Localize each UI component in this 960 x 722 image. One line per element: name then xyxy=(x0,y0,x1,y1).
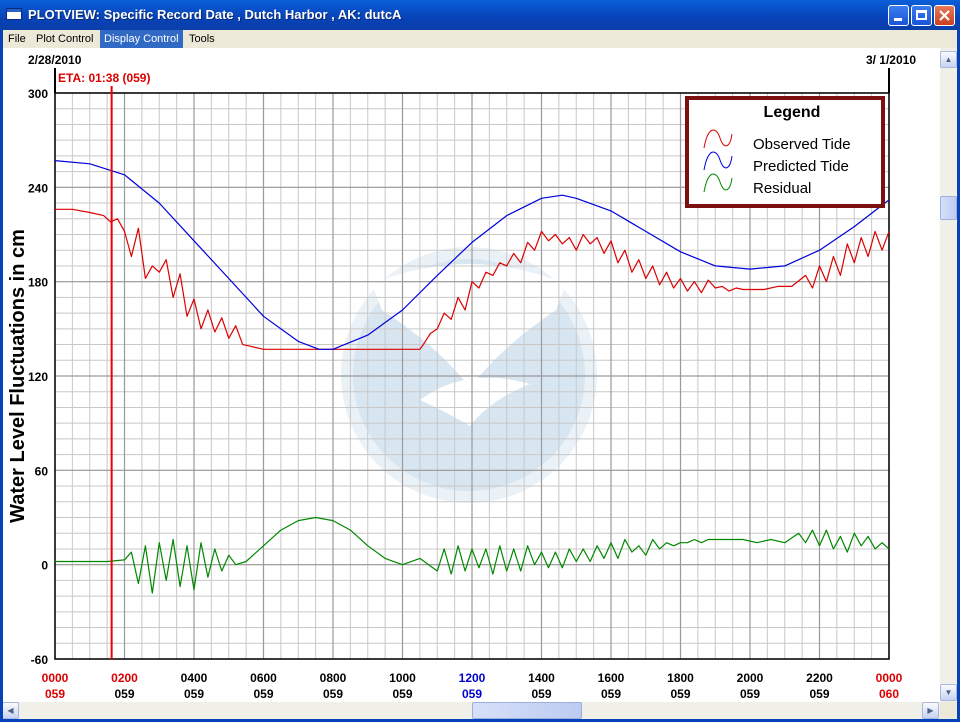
scroll-up-button[interactable]: ▲ xyxy=(940,51,957,68)
y-tick-label: 0 xyxy=(41,559,48,573)
horizontal-scrollbar[interactable]: ◀ ▶ xyxy=(0,702,940,719)
y-tick-label: -60 xyxy=(31,653,49,667)
end-date-label: 3/ 1/2010 xyxy=(866,53,916,67)
scroll-left-button[interactable]: ◀ xyxy=(2,702,19,719)
legend-title: Legend xyxy=(764,104,821,121)
x-axis-ticks: 0000 059 0200 059 0400 059 0600 059 0800 059 1000 0… xyxy=(42,671,903,701)
x-tick-day-label: 059 xyxy=(740,687,760,701)
residual-line xyxy=(55,516,890,594)
y-tick-label: 180 xyxy=(28,276,48,290)
x-tick-time-label: 2000 xyxy=(737,671,764,685)
menu-file[interactable]: File xyxy=(8,33,26,45)
menu-tools[interactable]: Tools xyxy=(189,33,215,45)
menu-plot-control[interactable]: Plot Control xyxy=(36,33,94,45)
x-tick-time-label: 2200 xyxy=(806,671,833,685)
start-date-label: 2/28/2010 xyxy=(28,53,82,67)
x-tick-time-label: 1800 xyxy=(667,671,694,685)
x-tick-time-label: 1600 xyxy=(598,671,625,685)
y-tick-label: 240 xyxy=(28,181,48,195)
legend-entry-observed: Observed Tide xyxy=(753,136,851,153)
horizontal-scroll-thumb[interactable] xyxy=(472,702,582,719)
x-tick-day-label: 059 xyxy=(670,687,690,701)
x-tick-day-label: 059 xyxy=(114,687,134,701)
title-bar: PLOTVIEW: Specific Record Date , Dutch H… xyxy=(0,0,960,30)
plot-frame xyxy=(54,92,890,660)
x-tick-day-label: 059 xyxy=(323,687,343,701)
close-button[interactable] xyxy=(934,5,955,26)
x-tick-time-label: 1400 xyxy=(528,671,555,685)
legend-box xyxy=(685,96,885,208)
x-tick-time-label: 0000 xyxy=(42,671,69,685)
legend-entry-predicted: Predicted Tide xyxy=(753,158,849,175)
series-layer xyxy=(54,160,890,594)
eta-label: ETA: 01:38 (059) xyxy=(58,71,150,85)
window-frame-left xyxy=(0,30,3,722)
menu-bar: File Plot Control Display Control Tools xyxy=(0,30,960,48)
legend: Legend Observed Tide Predicted Tide Resi… xyxy=(685,96,885,208)
window-title: PLOTVIEW: Specific Record Date , Dutch H… xyxy=(28,7,402,22)
scrollbar-corner xyxy=(940,702,957,719)
predicted-tide-line xyxy=(54,160,890,350)
vertical-scroll-thumb[interactable] xyxy=(940,196,957,220)
legend-swatch-residual xyxy=(703,173,733,193)
plot-area: 2/28/2010 3/ 1/2010 ETA: 01:38 (059) Wat… xyxy=(0,48,940,702)
scroll-down-button[interactable]: ▼ xyxy=(940,684,957,701)
y-tick-label: 120 xyxy=(28,370,48,384)
app-window-icon xyxy=(6,8,22,20)
minimize-icon xyxy=(894,18,902,21)
window-frame-bottom xyxy=(0,719,960,722)
maximize-button[interactable] xyxy=(911,5,932,26)
vertical-scrollbar[interactable]: ▲ ▼ xyxy=(940,48,957,702)
x-tick-time-label: 1200 xyxy=(459,671,486,685)
x-tick-day-label: 059 xyxy=(392,687,412,701)
x-tick-day-label: 059 xyxy=(601,687,621,701)
y-axis-label: Water Level Fluctuations in cm xyxy=(7,229,29,523)
y-axis-ticks: 300 240 180 120 60 0 -60 xyxy=(28,87,48,667)
x-tick-day-label: 059 xyxy=(809,687,829,701)
x-tick-time-label: 1000 xyxy=(389,671,416,685)
y-tick-label: 300 xyxy=(28,87,48,101)
x-tick-day-label: 059 xyxy=(531,687,551,701)
minimize-button[interactable] xyxy=(888,5,909,26)
x-tick-time-label: 0400 xyxy=(181,671,208,685)
legend-swatch-predicted xyxy=(703,151,733,171)
legend-swatch-observed xyxy=(703,129,733,149)
maximize-icon xyxy=(916,10,927,20)
x-tick-time-label: 0200 xyxy=(111,671,138,685)
y-tick-label: 60 xyxy=(35,464,49,478)
menu-display-control[interactable]: Display Control xyxy=(100,30,183,48)
x-tick-day-label: 060 xyxy=(879,687,899,701)
observed-tide-line xyxy=(55,208,890,350)
tide-chart: 2/28/2010 3/ 1/2010 ETA: 01:38 (059) Wat… xyxy=(7,53,916,701)
window-frame-right xyxy=(957,30,960,722)
x-tick-day-label: 059 xyxy=(184,687,204,701)
close-icon xyxy=(939,10,950,21)
x-tick-time-label: 0000 xyxy=(876,671,903,685)
x-tick-time-label: 0600 xyxy=(250,671,277,685)
legend-entry-residual: Residual xyxy=(753,180,811,197)
scroll-right-button[interactable]: ▶ xyxy=(922,702,939,719)
x-tick-time-label: 0800 xyxy=(320,671,347,685)
x-tick-day-label: 059 xyxy=(253,687,273,701)
x-tick-day-label: 059 xyxy=(45,687,65,701)
x-tick-day-label: 059 xyxy=(462,687,482,701)
